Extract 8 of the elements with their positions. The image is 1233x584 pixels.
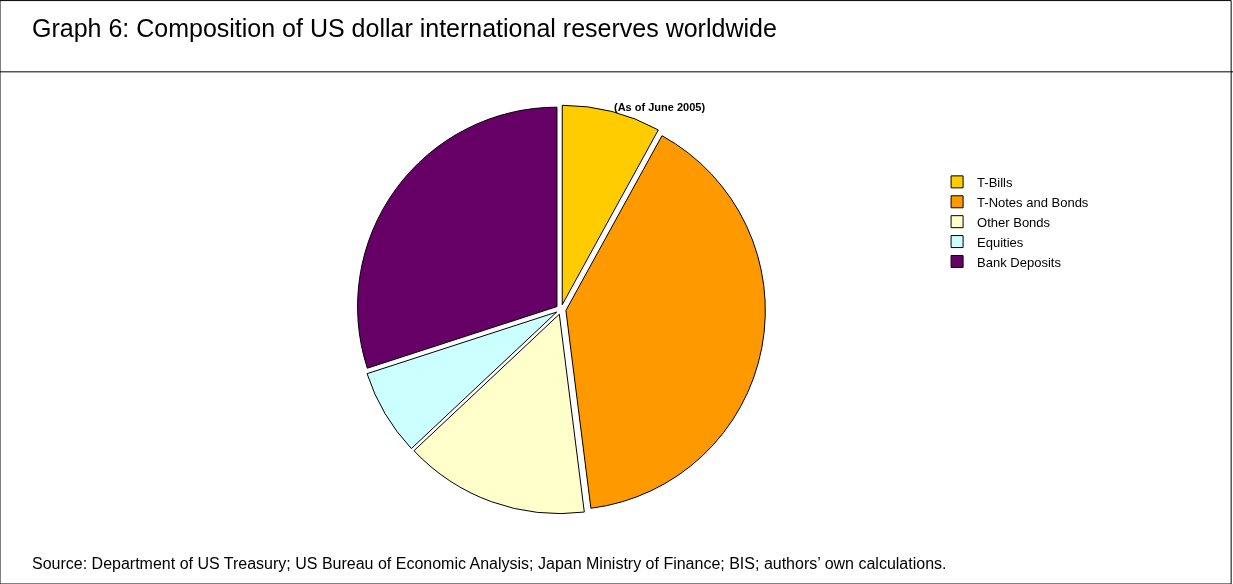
legend-label: Equities	[977, 234, 1024, 250]
chart-subtitle: (As of June 2005)	[614, 101, 706, 113]
source-note: Source: Department of US Treasury; US Bureau of Economic Analysis; Japan Ministry of Finance; BIS; authors’ own calculations.	[32, 555, 947, 572]
legend-label: Other Bonds	[977, 214, 1051, 230]
legend-label: T-Notes and Bonds	[977, 194, 1089, 210]
legend-label: Bank Deposits	[977, 254, 1062, 270]
legend-label: T-Bills	[977, 174, 1013, 190]
chart-title: Graph 6: Composition of US dollar international reserves worldwide	[32, 14, 777, 42]
